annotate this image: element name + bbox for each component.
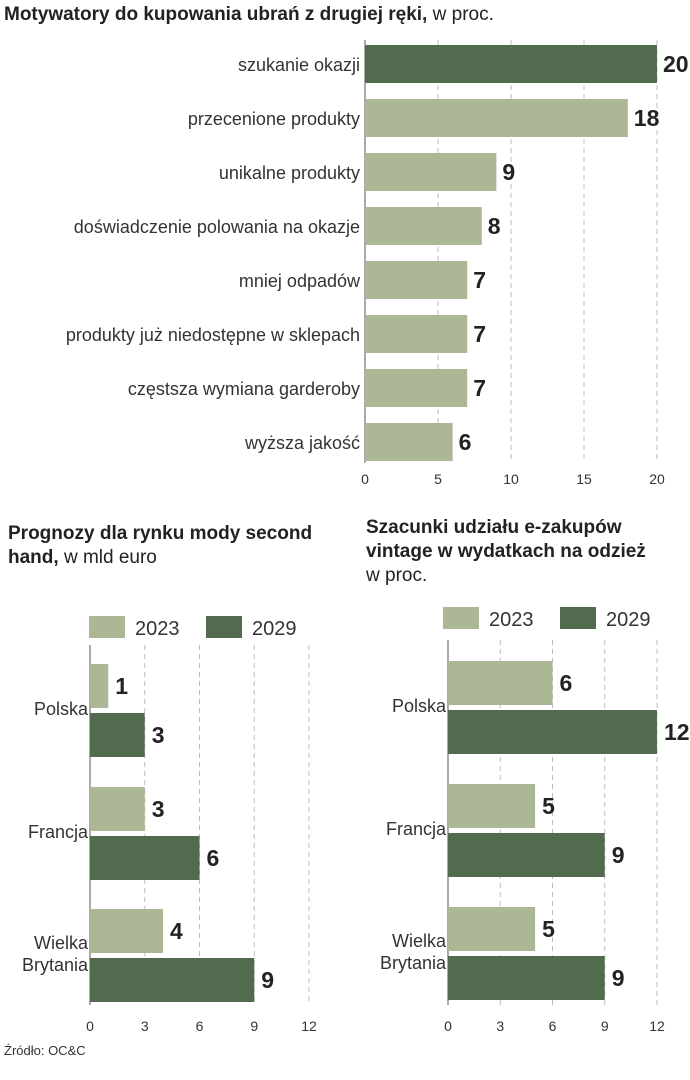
c2-bar [90, 958, 255, 1002]
c2-value-label: 4 [170, 918, 183, 944]
c1-category-label: produkty już niedostępne w sklepach [66, 325, 360, 345]
c1-x-tick-label: 20 [649, 471, 665, 487]
chart3-title-unit: w proc. [366, 565, 428, 586]
c2-x-tick-label: 0 [86, 1018, 94, 1034]
c2-legend-swatch [89, 616, 125, 638]
c3-x-tick-label: 12 [649, 1018, 665, 1034]
c3-category-label: Polska [392, 696, 447, 716]
chart2-title-unit: w mld euro [58, 547, 157, 568]
c1-category-label: szukanie okazji [238, 55, 360, 75]
c3-x-tick-label: 6 [549, 1018, 557, 1034]
c3-bar [448, 833, 605, 877]
c3-legend-swatch [560, 607, 596, 629]
c1-bar [365, 423, 453, 461]
c3-legend-label: 2023 [489, 609, 534, 631]
c2-x-tick-label: 3 [141, 1018, 149, 1034]
c2-value-label: 3 [152, 722, 165, 748]
c1-category-label: mniej odpadów [239, 271, 361, 291]
c2-bar [90, 713, 145, 757]
c2-category-label: Brytania [22, 955, 89, 975]
c1-value-label: 20 [663, 51, 689, 77]
c3-x-tick-label: 3 [496, 1018, 504, 1034]
c1-bar [365, 45, 657, 83]
c1-category-label: wyższa jakość [244, 433, 360, 453]
c1-bar [365, 261, 468, 299]
c1-bar [365, 207, 482, 245]
c1-category-label: doświadczenie polowania na okazje [74, 217, 360, 237]
c1-category-label: częstsza wymiana garderoby [128, 379, 360, 399]
c1-category-label: przecenione produkty [188, 109, 360, 129]
c3-x-tick-label: 0 [444, 1018, 452, 1034]
c3-value-label: 6 [560, 670, 573, 696]
chart2-title: Prognozy dla rynku mody second hand, w m… [8, 522, 312, 570]
source-note: Źródło: OC&C [4, 1043, 86, 1058]
chart3-title-line2: vintage w wydatkach na odzież [366, 541, 646, 562]
c2-value-label: 9 [261, 967, 274, 993]
c2-value-label: 3 [152, 796, 165, 822]
c3-value-label: 9 [612, 842, 625, 868]
c2-value-label: 6 [207, 845, 220, 871]
c1-value-label: 9 [502, 159, 515, 185]
c3-category-label: Francja [386, 819, 447, 839]
c3-value-label: 5 [542, 793, 555, 819]
c1-x-tick-label: 5 [434, 471, 442, 487]
c3-bar [448, 907, 536, 951]
c1-bar [365, 369, 468, 407]
c3-bar [448, 710, 657, 754]
c1-x-tick-label: 15 [576, 471, 592, 487]
c3-bar [448, 956, 605, 1000]
c2-category-label: Francja [28, 822, 89, 842]
chart3-title: Szacunki udziału e-zakupów vintage w wyd… [366, 516, 646, 588]
c1-bar [365, 153, 497, 191]
c2-bar [90, 664, 109, 708]
c1-x-tick-label: 10 [503, 471, 519, 487]
c1-value-label: 7 [473, 321, 486, 347]
c2-category-label: Polska [34, 699, 89, 719]
chart1-title-unit: w proc. [427, 4, 494, 25]
c1-value-label: 18 [634, 105, 660, 131]
c3-bar [448, 784, 536, 828]
c2-x-tick-label: 6 [196, 1018, 204, 1034]
c2-legend-label: 2029 [252, 618, 297, 640]
chart2-title-line1: Prognozy dla rynku mody second [8, 523, 313, 544]
chart1-title: Motywatory do kupowania ubrań z drugiej … [4, 3, 494, 27]
chart3-title-line1: Szacunki udziału e-zakupów [366, 517, 622, 538]
c2-legend-label: 2023 [135, 618, 180, 640]
c3-value-label: 12 [664, 719, 690, 745]
c1-value-label: 7 [473, 375, 486, 401]
c2-value-label: 1 [115, 673, 128, 699]
c1-x-tick-label: 0 [361, 471, 369, 487]
c2-bar [90, 787, 145, 831]
c1-value-label: 6 [459, 429, 472, 455]
c2-bar [90, 836, 200, 880]
c1-bar [365, 315, 468, 353]
c2-x-tick-label: 12 [301, 1018, 317, 1034]
c2-legend-swatch [206, 616, 242, 638]
c3-legend-label: 2029 [606, 609, 651, 631]
c2-category-label: Wielka [34, 933, 89, 953]
c3-category-label: Wielka [392, 931, 447, 951]
c3-value-label: 9 [612, 965, 625, 991]
c1-value-label: 8 [488, 213, 501, 239]
c1-bar [365, 99, 628, 137]
chart2-title-line2: hand, [8, 547, 59, 568]
c3-bar [448, 661, 553, 705]
chart1-title-main: Motywatory do kupowania ubrań z drugiej … [4, 4, 428, 25]
c2-bar [90, 909, 163, 953]
c3-value-label: 5 [542, 916, 555, 942]
c1-category-label: unikalne produkty [219, 163, 360, 183]
c3-x-tick-label: 9 [601, 1018, 609, 1034]
c1-value-label: 7 [473, 267, 486, 293]
c2-x-tick-label: 9 [250, 1018, 258, 1034]
c3-category-label: Brytania [380, 953, 447, 973]
c3-legend-swatch [443, 607, 479, 629]
